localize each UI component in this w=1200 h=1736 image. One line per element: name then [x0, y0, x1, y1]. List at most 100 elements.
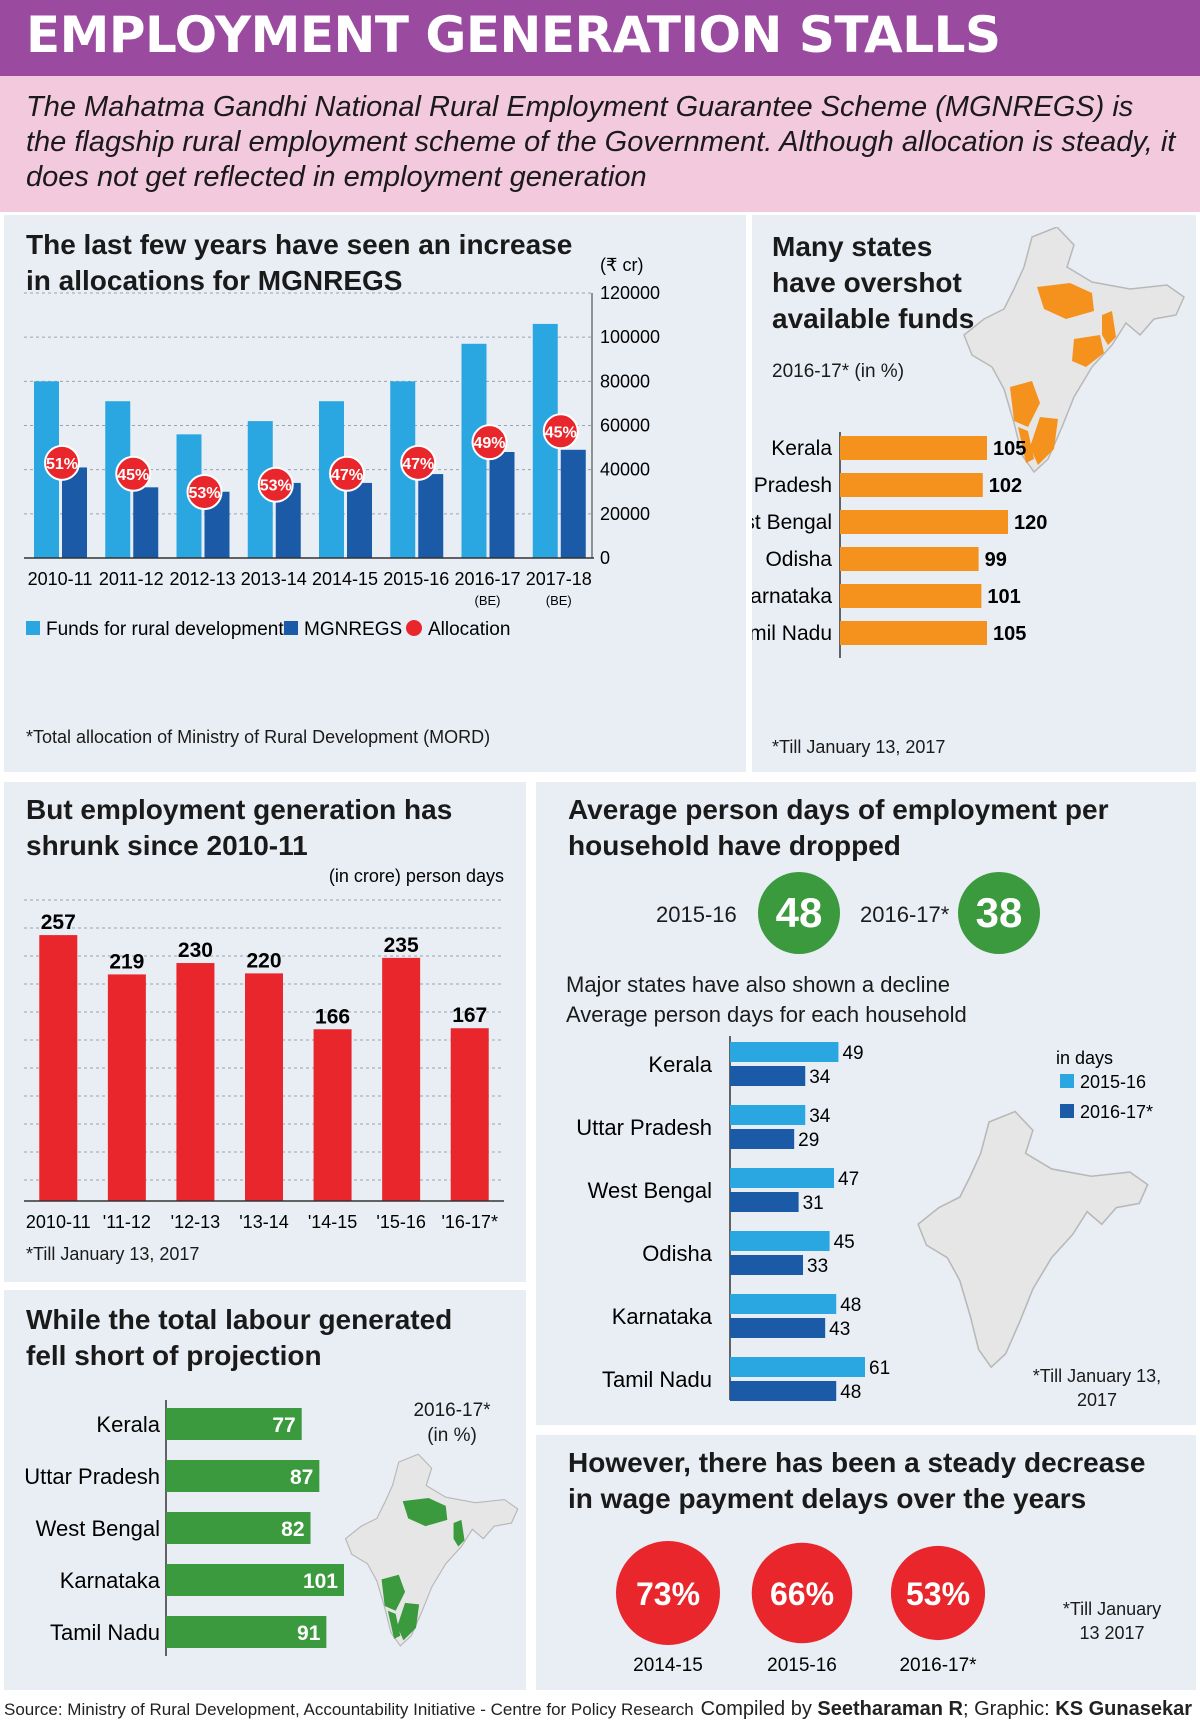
overshot-bar — [840, 473, 983, 497]
legend-2015-16-swatch — [1060, 1074, 1074, 1088]
person-days-category-label: Odisha — [642, 1241, 712, 1266]
person-days-category-label: Karnataka — [612, 1304, 713, 1329]
person-days-category-label: West Bengal — [588, 1178, 712, 1203]
overshot-category-label: Karnataka — [752, 585, 832, 608]
employment-xtick-label: '11-12 — [103, 1212, 151, 1232]
allocation-value: 53% — [188, 485, 220, 502]
allocations-ytick-label: 60000 — [600, 416, 650, 436]
allocations-xtick-label: 2012-13 — [169, 569, 235, 589]
credit-prefix: Compiled by — [700, 1698, 818, 1720]
overshot-category-label: Uttar Pradesh — [752, 474, 832, 497]
india-map-outline-grey — [917, 1110, 1149, 1369]
overshot-category-label: Tamil Nadu — [752, 622, 832, 645]
allocation-value: 45% — [545, 424, 577, 441]
green-west-bengal — [453, 1519, 465, 1547]
allocations-footnote: *Total allocation of Ministry of Rural D… — [26, 727, 491, 747]
intro-box: The Mahatma Gandhi National Rural Employ… — [0, 76, 1200, 212]
credits: Compiled by Seetharaman R; Graphic: KS G… — [701, 1698, 1192, 1721]
allocation-value: 53% — [260, 478, 292, 495]
employment-unit-label: (in crore) person days — [329, 866, 504, 886]
allocations-chart: (₹ cr) 0 20000 40000 60000 80000 100000 120000 5… — [24, 255, 660, 640]
person-days-category-label: Tamil Nadu — [602, 1367, 712, 1392]
employment-bar — [39, 935, 78, 1201]
employment-footnote: *Till January 13, 2017 — [26, 1244, 200, 1264]
person-days-bar-2015-16 — [730, 1294, 837, 1314]
legend-2016-17-swatch — [1060, 1104, 1074, 1118]
person-days-bar-2016-17 — [730, 1129, 795, 1149]
person-days-panel: Average person days of employment per ho… — [536, 782, 1196, 1425]
wage-delay-value: 73% — [636, 1576, 700, 1612]
person-days-value-2015-16: 34 — [809, 1106, 831, 1127]
allocation-bubble — [400, 444, 437, 481]
legend-mgnregs-label: MGNREGS — [304, 619, 402, 640]
decline-subtitle: Major states have also shown a decline A… — [566, 970, 967, 1030]
employment-value-label: 220 — [246, 949, 281, 972]
employment-xtick-label: 2010-11 — [26, 1212, 91, 1232]
intro-text: The Mahatma Gandhi National Rural Employ… — [26, 91, 1176, 193]
wage-delay-year-label: 2015-16 — [767, 1655, 837, 1676]
highlight-karnataka — [1010, 381, 1040, 427]
employment-xtick-label: '16-17* — [441, 1212, 497, 1232]
decline-subtitle-line1: Major states have also shown a decline — [566, 972, 950, 997]
employment-value-label: 166 — [315, 1005, 350, 1028]
person-days-bar-2016-17 — [730, 1381, 837, 1401]
highlight-west-bengal — [1102, 311, 1116, 345]
labour-value-label: 77 — [272, 1414, 295, 1437]
wage-delay-footnote: *Till January 13 2017 — [1062, 1599, 1162, 1643]
person-days-value-2015-16: 48 — [840, 1295, 861, 1316]
overshot-bar — [840, 621, 987, 645]
allocations-xtick-note: (BE) — [546, 593, 572, 608]
source-note: Source: Ministry of Rural Development, A… — [4, 1700, 694, 1719]
overshot-value-label: 102 — [989, 475, 1022, 497]
employment-xtick-label: '15-16 — [376, 1212, 425, 1232]
person-days-bar-2016-17 — [730, 1318, 826, 1338]
person-days-footnote: *Till January 13, 2017 — [1032, 1366, 1162, 1410]
allocations-xtick-label: 2015-16 — [383, 569, 449, 589]
overshot-chart: Kerala 105 Uttar Pradesh 102 West Bengal 120 O… — [752, 432, 1047, 658]
overshot-bar — [840, 510, 1008, 534]
overshot-value-label: 101 — [987, 586, 1020, 608]
employment-value-label: 230 — [178, 939, 213, 962]
wage-delay-bubble — [890, 1545, 986, 1641]
person-days-bar-2016-17 — [730, 1066, 806, 1086]
overshot-category-label: West Bengal — [752, 511, 832, 534]
labour-category-label: Kerala — [96, 1412, 160, 1437]
labour-category-label: Karnataka — [60, 1568, 161, 1593]
allocations-ytick-label: 120000 — [600, 283, 660, 303]
overshot-subtitle: 2016-17* (in %) — [772, 361, 905, 382]
allocations-xtick-label: 2016-17 — [454, 569, 520, 589]
person-days-bar-2015-16 — [730, 1231, 830, 1251]
allocation-bubble — [115, 455, 152, 492]
labour-category-label: West Bengal — [36, 1516, 160, 1541]
labour-value-label: 87 — [290, 1466, 313, 1489]
credit-graphic: KS Gunasekar — [1055, 1698, 1192, 1720]
employment-bar — [450, 1028, 489, 1201]
employment-xtick-label: '13-14 — [239, 1212, 288, 1232]
labour-subtitle: 2016-17* (in %) — [413, 1400, 491, 1446]
employment-bar — [245, 973, 283, 1201]
credit-mid: ; Graphic: — [963, 1698, 1056, 1720]
person-days-category-label: Kerala — [648, 1052, 712, 1077]
employment-value-label: 167 — [452, 1004, 487, 1027]
person-days-bar-2015-16 — [730, 1105, 806, 1125]
allocations-xtick-label: 2010-11 — [28, 569, 93, 589]
person-days-value-2016-17: 34 — [809, 1067, 831, 1088]
employment-value-label: 219 — [109, 950, 144, 973]
green-karnataka — [381, 1574, 406, 1611]
allocation-bubble — [257, 466, 294, 503]
overshot-value-label: 120 — [1014, 512, 1047, 534]
allocation-value: 51% — [46, 456, 78, 473]
legend-2015-16-label: 2015-16 — [1080, 1072, 1146, 1092]
allocations-xtick-label: 2011-12 — [99, 569, 164, 589]
wage-delay-bubble — [751, 1542, 853, 1644]
employment-bar — [107, 974, 146, 1201]
green-uttar-pradesh — [402, 1498, 448, 1527]
avg-2015-16-value: 48 — [775, 889, 823, 936]
wage-delay-value: 53% — [906, 1576, 970, 1612]
legend-allocation-label: Allocation — [428, 619, 510, 640]
legend-mgnregs-swatch — [284, 621, 298, 635]
wage-delay-value: 66% — [770, 1576, 834, 1612]
wage-delay-title: However, there has been a steady decreas… — [568, 1447, 1146, 1514]
overshot-bar — [840, 584, 982, 608]
green-kerala — [387, 1610, 401, 1639]
